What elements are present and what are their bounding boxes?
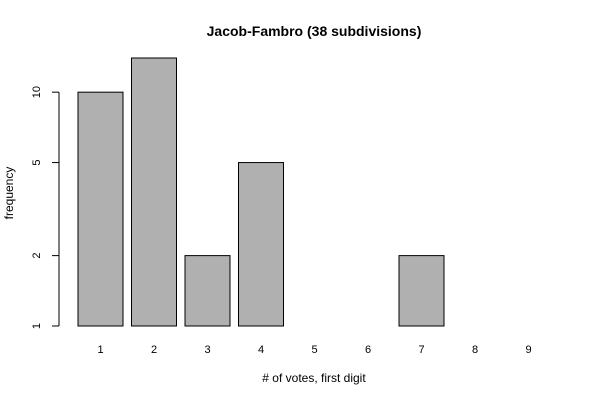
bars — [77, 57, 445, 327]
bar-4 — [238, 162, 284, 327]
x-tick-label: 1 — [97, 344, 103, 356]
y-axis: 1 2 5 10 — [31, 86, 60, 329]
y-tick-label: 5 — [31, 159, 43, 165]
x-tick-label: 4 — [258, 344, 264, 356]
y-tick-label: 1 — [31, 323, 43, 329]
y-axis-label: frequency — [2, 167, 16, 220]
x-axis-label: # of votes, first digit — [262, 371, 366, 385]
y-tick-label: 10 — [31, 86, 43, 98]
x-tick-label: 5 — [311, 344, 317, 356]
x-tick-label: 7 — [418, 344, 424, 356]
chart-title: Jacob-Fambro (38 subdivisions) — [207, 23, 422, 39]
x-tick-label: 9 — [525, 344, 531, 356]
x-tick-labels: 1 2 3 4 5 6 7 8 9 — [97, 344, 531, 356]
x-tick-label: 3 — [204, 344, 210, 356]
bar-1 — [77, 91, 124, 327]
x-tick-label: 8 — [472, 344, 478, 356]
x-tick-label: 2 — [151, 344, 157, 356]
x-tick-label: 6 — [365, 344, 371, 356]
bar-7 — [398, 255, 445, 327]
y-tick-label: 2 — [31, 253, 43, 259]
bar-3 — [184, 255, 231, 327]
bar-2 — [131, 57, 177, 327]
